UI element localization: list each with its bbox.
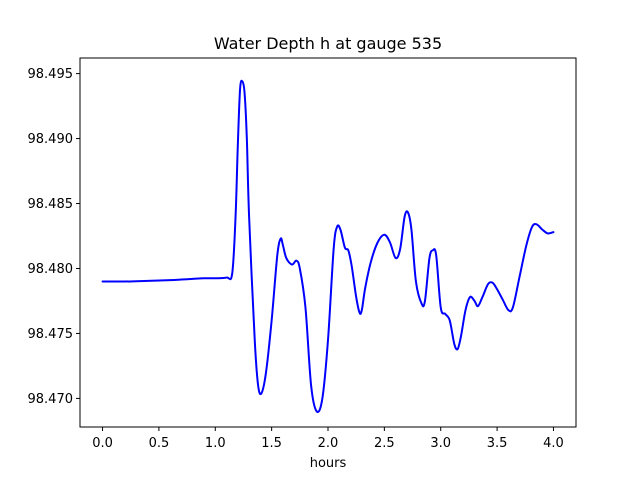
y-tick-label: 98.480 [28,262,74,277]
x-axis-label: hours [310,456,347,471]
y-tick-label: 98.475 [28,327,74,342]
chart-title: Water Depth h at gauge 535 [214,34,442,53]
y-axis-ticks: 98.470 98.475 98.480 98.485 98.490 98.495 [28,67,80,407]
x-tick-label: 0.0 [92,436,113,451]
y-tick-label: 98.495 [28,67,74,82]
y-tick-label: 98.485 [28,197,74,212]
plot-area [80,58,576,427]
x-tick-label: 1.5 [261,436,282,451]
x-tick-label: 3.5 [487,436,508,451]
x-tick-label: 2.5 [374,436,395,451]
y-tick-label: 98.490 [28,132,74,147]
x-tick-label: 3.0 [430,436,451,451]
y-tick-label: 98.470 [28,392,74,407]
water-depth-series-line [101,79,555,413]
x-tick-label: 0.5 [149,436,170,451]
x-axis-ticks: 0.0 0.5 1.0 1.5 2.0 2.5 3.0 3.5 4.0 [92,427,564,451]
x-tick-label: 4.0 [543,436,564,451]
plot-frame [79,57,577,428]
x-tick-label: 2.0 [318,436,339,451]
x-tick-label: 1.0 [205,436,226,451]
